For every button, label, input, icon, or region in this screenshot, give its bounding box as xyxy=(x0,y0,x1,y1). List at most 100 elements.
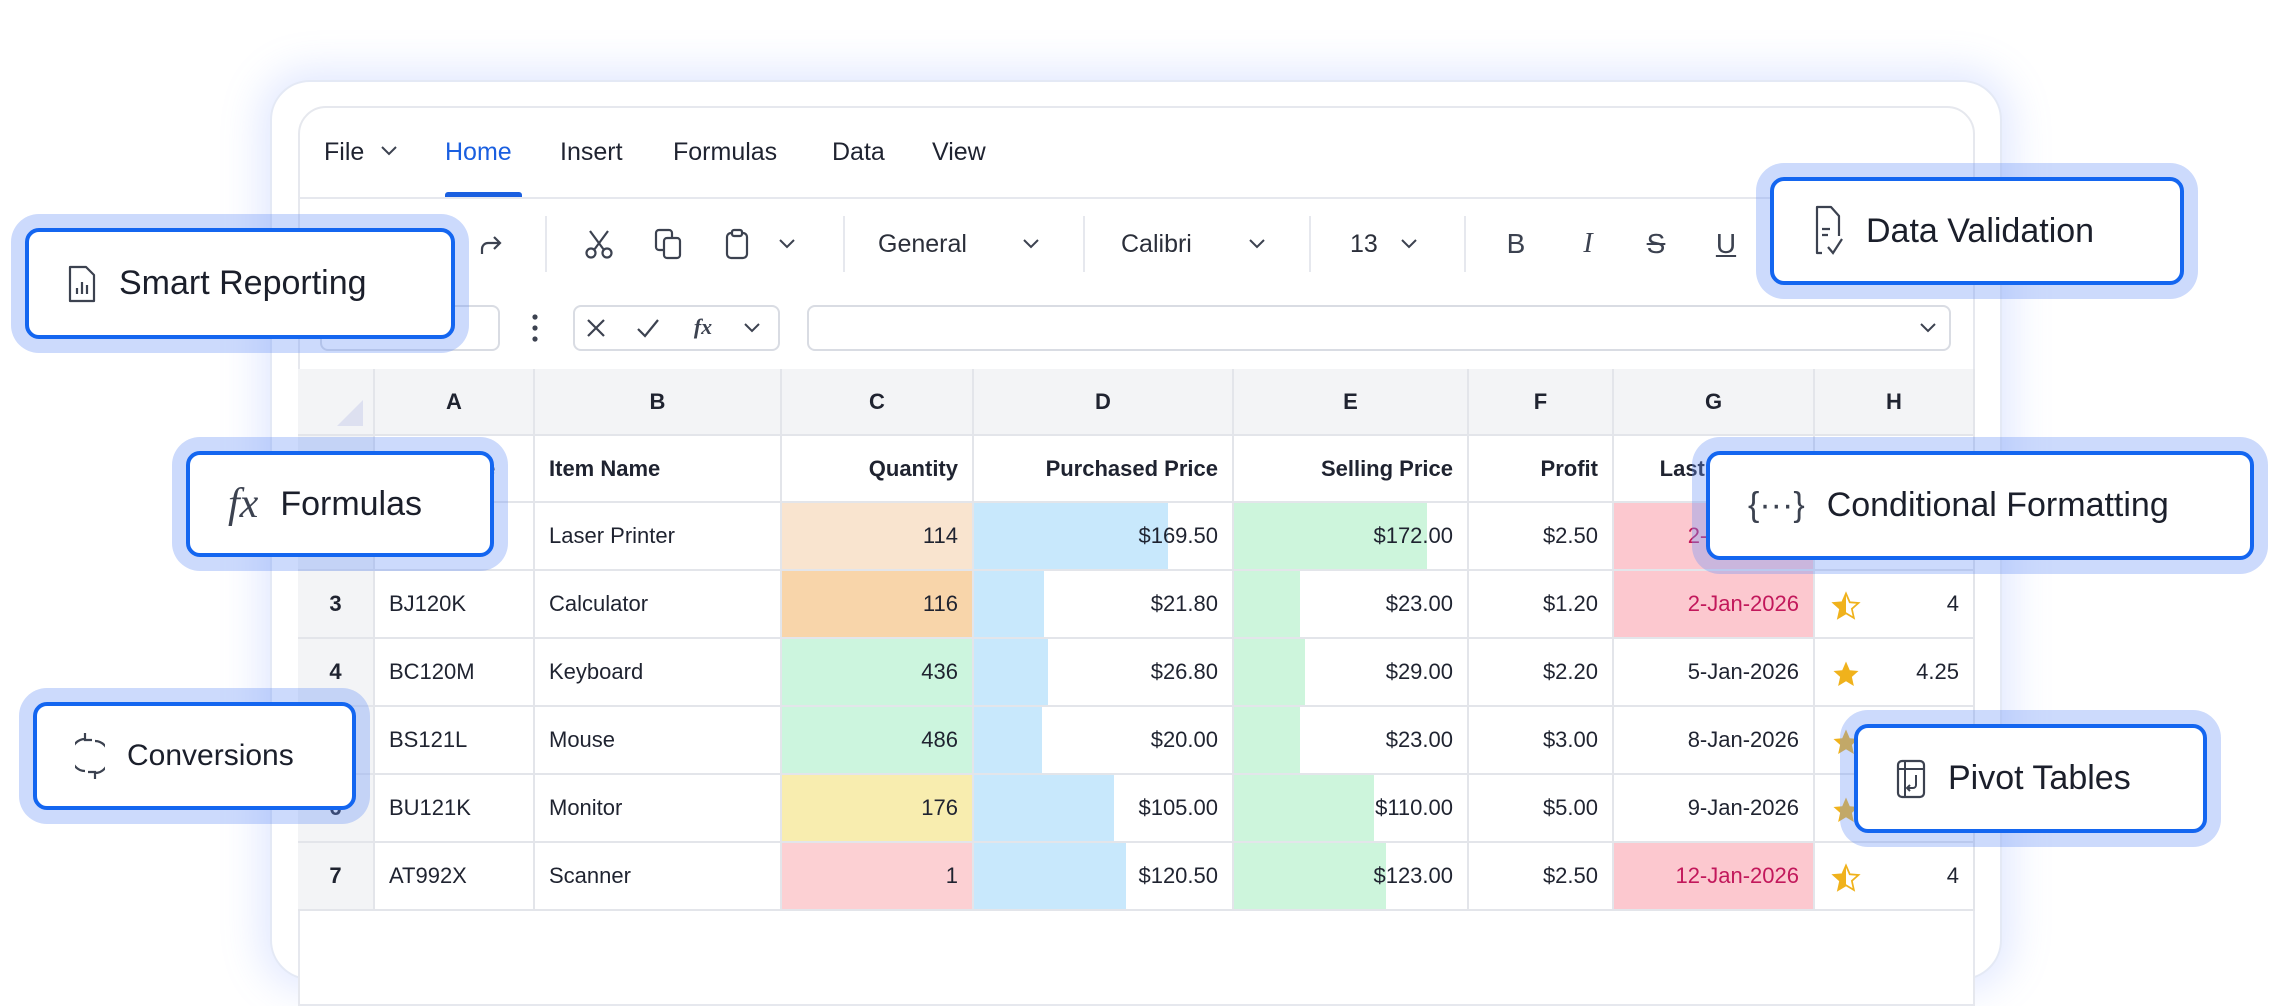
column-header-e[interactable]: E xyxy=(1234,369,1469,436)
insert-function-icon[interactable]: fx xyxy=(693,314,713,339)
cell-selling-price[interactable]: $23.00 xyxy=(1234,707,1469,775)
header-cell[interactable]: Purchased Price xyxy=(974,436,1234,503)
cell-purchased-price[interactable]: $21.80 xyxy=(974,571,1234,639)
cell-profit[interactable]: $2.50 xyxy=(1469,843,1614,911)
chevron-down-icon[interactable] xyxy=(378,140,400,162)
tab-formulas[interactable]: Formulas xyxy=(673,138,778,166)
cell-purchased-price[interactable]: $105.00 xyxy=(974,775,1234,843)
cell-purchased-price[interactable]: $169.50 xyxy=(974,503,1234,571)
font-family-dropdown[interactable]: Calibri xyxy=(1121,230,1192,258)
cell-profit[interactable]: $5.00 xyxy=(1469,775,1614,843)
strikethrough-icon[interactable]: S xyxy=(1646,228,1666,259)
cell-selling-price[interactable]: $29.00 xyxy=(1234,639,1469,707)
cell-purchased-price[interactable]: $26.80 xyxy=(974,639,1234,707)
chevron-down-icon[interactable] xyxy=(1916,320,1940,336)
column-header-a[interactable]: A xyxy=(375,369,535,436)
cell-text: Laser Printer xyxy=(549,523,675,548)
more-vertical-icon[interactable] xyxy=(526,310,544,346)
paste-icon[interactable] xyxy=(722,226,752,262)
cell-item-name[interactable]: Laser Printer xyxy=(535,503,782,571)
cell-item-name[interactable]: Scanner xyxy=(535,843,782,911)
cell-rating[interactable]: 4 xyxy=(1815,571,1975,639)
cell-item-code[interactable]: BJ120K xyxy=(375,571,535,639)
cell-selling-price[interactable]: $110.00 xyxy=(1234,775,1469,843)
row-header[interactable]: 3 xyxy=(298,571,375,639)
column-header-c[interactable]: C xyxy=(782,369,974,436)
cell-profit[interactable]: $3.00 xyxy=(1469,707,1614,775)
cell-last-updated[interactable]: 8-Jan-2026 xyxy=(1614,707,1815,775)
data-bar xyxy=(974,571,1044,637)
cell-selling-price[interactable]: $123.00 xyxy=(1234,843,1469,911)
cell-text: 4 xyxy=(1946,863,1959,888)
underline-icon[interactable]: U xyxy=(1715,228,1737,259)
cell-quantity[interactable]: 116 xyxy=(782,571,974,639)
header-cell[interactable]: Profit xyxy=(1469,436,1614,503)
copy-icon[interactable] xyxy=(652,226,684,262)
cell-item-code[interactable]: BS121L xyxy=(375,707,535,775)
cell-text: $105.00 xyxy=(1138,795,1218,820)
header-cell[interactable]: Selling Price xyxy=(1234,436,1469,503)
cell-item-code[interactable]: BC120M xyxy=(375,639,535,707)
bold-icon[interactable]: B xyxy=(1506,228,1526,259)
italic-icon[interactable]: I xyxy=(1583,228,1593,259)
cell-purchased-price[interactable]: $120.50 xyxy=(974,843,1234,911)
column-header-f[interactable]: F xyxy=(1469,369,1614,436)
cut-icon[interactable] xyxy=(582,226,616,262)
chevron-down-icon[interactable] xyxy=(1246,236,1268,252)
cell-item-name[interactable]: Mouse xyxy=(535,707,782,775)
cell-selling-price[interactable]: $23.00 xyxy=(1234,571,1469,639)
number-format-dropdown[interactable]: General xyxy=(878,230,967,258)
cell-purchased-price[interactable]: $20.00 xyxy=(974,707,1234,775)
redo-icon[interactable] xyxy=(476,228,506,260)
chevron-down-icon[interactable] xyxy=(1020,236,1042,252)
cell-text: 486 xyxy=(921,727,958,752)
select-all-corner[interactable] xyxy=(298,369,375,436)
cell-rating[interactable]: 4.25 xyxy=(1815,639,1975,707)
cell-quantity[interactable]: 1 xyxy=(782,843,974,911)
cell-last-updated[interactable]: 12-Jan-2026 xyxy=(1614,843,1815,911)
cell-profit[interactable]: $1.20 xyxy=(1469,571,1614,639)
tab-home[interactable]: Home xyxy=(445,138,512,166)
tab-data[interactable]: Data xyxy=(832,138,885,166)
cell-quantity[interactable]: 114 xyxy=(782,503,974,571)
cell-last-updated[interactable]: 2-Jan-2026 xyxy=(1614,571,1815,639)
column-header-h[interactable]: H xyxy=(1815,369,1975,436)
cell-item-code[interactable] xyxy=(375,503,535,571)
cell-last-updated[interactable]: 5-Jan-2026 xyxy=(1614,639,1815,707)
data-bar xyxy=(974,639,1049,705)
chevron-down-icon[interactable] xyxy=(740,320,764,336)
formula-input[interactable] xyxy=(807,305,1951,351)
cell-item-name[interactable]: Calculator xyxy=(535,571,782,639)
header-cell[interactable]: Quantity xyxy=(782,436,974,503)
toolbar-separator xyxy=(843,216,845,272)
menu-file[interactable]: File xyxy=(324,138,365,166)
column-header-g[interactable]: G xyxy=(1614,369,1815,436)
cell-item-name[interactable]: Monitor xyxy=(535,775,782,843)
toolbar-separator xyxy=(1083,216,1085,272)
paste-options-chevron-icon[interactable] xyxy=(776,236,798,252)
tab-insert[interactable]: Insert xyxy=(560,138,623,166)
tab-view[interactable]: View xyxy=(932,138,986,166)
cell-quantity[interactable]: 486 xyxy=(782,707,974,775)
cell-quantity[interactable]: 176 xyxy=(782,775,974,843)
callout-conditional-formatting: {···} Conditional Formatting xyxy=(1706,451,2254,560)
header-cell[interactable]: Item Name xyxy=(535,436,782,503)
font-size-dropdown[interactable]: 13 xyxy=(1350,230,1378,258)
cell-item-code[interactable]: AT992X xyxy=(375,843,535,911)
report-icon xyxy=(68,265,96,302)
cell-quantity[interactable]: 436 xyxy=(782,639,974,707)
chevron-down-icon[interactable] xyxy=(1398,236,1420,252)
cancel-icon[interactable] xyxy=(582,314,610,342)
cell-profit[interactable]: $2.50 xyxy=(1469,503,1614,571)
cell-rating[interactable]: 4 xyxy=(1815,843,1975,911)
cell-last-updated[interactable]: 9-Jan-2026 xyxy=(1614,775,1815,843)
cell-item-code[interactable]: BU121K xyxy=(375,775,535,843)
column-header-d[interactable]: D xyxy=(974,369,1234,436)
cell-item-name[interactable]: Keyboard xyxy=(535,639,782,707)
column-header-b[interactable]: B xyxy=(535,369,782,436)
row-header[interactable]: 4 xyxy=(298,639,375,707)
cell-profit[interactable]: $2.20 xyxy=(1469,639,1614,707)
confirm-check-icon[interactable] xyxy=(634,314,662,342)
cell-selling-price[interactable]: $172.00 xyxy=(1234,503,1469,571)
row-header[interactable]: 7 xyxy=(298,843,375,911)
